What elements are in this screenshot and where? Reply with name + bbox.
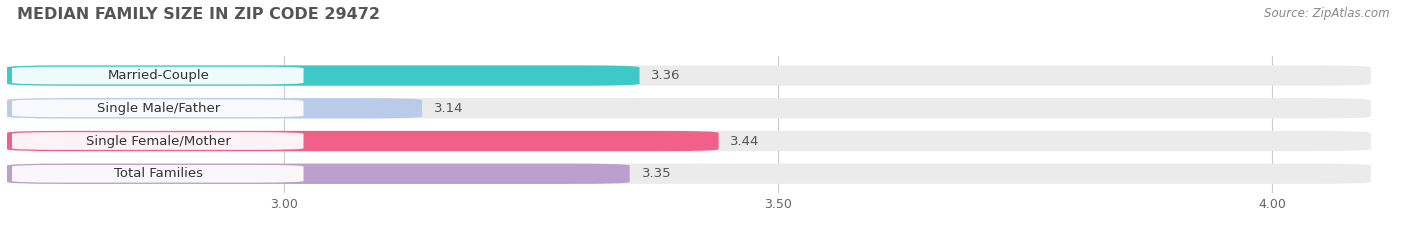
FancyBboxPatch shape <box>13 132 304 150</box>
FancyBboxPatch shape <box>13 165 304 183</box>
FancyBboxPatch shape <box>7 164 1371 184</box>
Text: 3.36: 3.36 <box>651 69 681 82</box>
Text: Married-Couple: Married-Couple <box>107 69 209 82</box>
Text: MEDIAN FAMILY SIZE IN ZIP CODE 29472: MEDIAN FAMILY SIZE IN ZIP CODE 29472 <box>17 7 380 22</box>
FancyBboxPatch shape <box>7 65 1371 86</box>
Text: 3.44: 3.44 <box>731 134 759 147</box>
Text: Single Female/Mother: Single Female/Mother <box>86 134 231 147</box>
FancyBboxPatch shape <box>13 67 304 84</box>
FancyBboxPatch shape <box>13 99 304 117</box>
Text: Total Families: Total Families <box>114 167 202 180</box>
FancyBboxPatch shape <box>7 98 422 118</box>
Text: 3.14: 3.14 <box>434 102 464 115</box>
Text: 3.35: 3.35 <box>641 167 671 180</box>
FancyBboxPatch shape <box>7 65 640 86</box>
Text: Source: ZipAtlas.com: Source: ZipAtlas.com <box>1264 7 1389 20</box>
Text: Single Male/Father: Single Male/Father <box>97 102 219 115</box>
FancyBboxPatch shape <box>7 131 718 151</box>
FancyBboxPatch shape <box>7 98 1371 118</box>
FancyBboxPatch shape <box>7 164 630 184</box>
FancyBboxPatch shape <box>7 131 1371 151</box>
